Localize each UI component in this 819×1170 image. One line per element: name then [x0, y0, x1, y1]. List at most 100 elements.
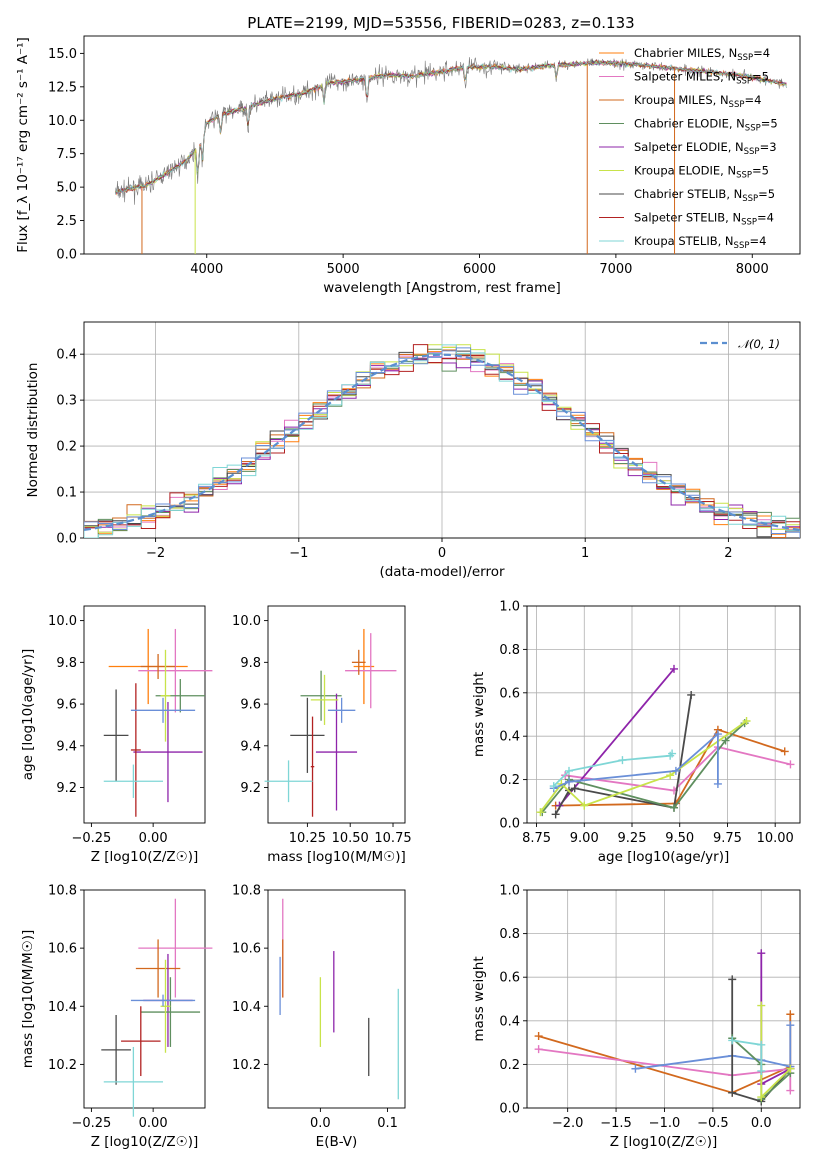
legend-label: Kroupa ELODIE, NSSP=5	[634, 164, 769, 181]
ytick-label: 9.2	[56, 781, 77, 796]
x-axis-label: E(B-V)	[316, 1134, 358, 1150]
xtick-label: 9.75	[713, 831, 742, 846]
weight-marker	[618, 756, 627, 765]
weight-series-8	[728, 1036, 766, 1075]
errorbar-point-7	[290, 697, 325, 773]
axes-frame	[526, 889, 801, 1109]
y-axis-label: mass weight	[471, 672, 487, 757]
weight-series-7	[549, 730, 722, 793]
weight-marker	[534, 1045, 543, 1054]
xtick-label: 0.00	[139, 1116, 168, 1131]
legend-label: Salpeter MILES, NSSP=5	[634, 70, 769, 87]
ytick-label: 7.5	[56, 147, 77, 162]
histogram-step-10	[84, 347, 800, 538]
weight-marker	[713, 779, 722, 788]
weight-marker	[786, 1086, 795, 1095]
errorbar-point-4	[140, 977, 201, 1047]
xtick-label: 10.75	[374, 831, 411, 846]
legend-label: Chabrier ELODIE, NSSP=5	[634, 117, 778, 134]
legend-label: Chabrier STELIB, NSSP=5	[634, 187, 775, 204]
weight-marker	[728, 1088, 737, 1097]
xtick-label: −2	[146, 546, 165, 561]
weight-marker	[786, 760, 795, 769]
legend-label: Kroupa MILES, NSSP=4	[634, 93, 761, 110]
xtick-label: 2	[724, 546, 732, 561]
ytick-label: 0.0	[499, 1102, 520, 1117]
ytick-label: 10.8	[48, 884, 77, 899]
errorbar-point-10	[130, 697, 196, 723]
errorbar-point-6	[130, 994, 196, 1007]
legend-label: Kroupa STELIB, NSSP=4	[634, 234, 766, 251]
weight-marker	[551, 810, 560, 819]
weight-marker	[742, 717, 751, 726]
weight-line	[553, 732, 719, 790]
errorbar-point-8	[310, 716, 315, 817]
ytick-label: 15.0	[48, 47, 77, 62]
weight-marker	[565, 766, 573, 775]
y-axis-label: age [log10(age/yr)]	[20, 649, 36, 781]
x-axis-label: Z [log10(Z/Z☉)]	[91, 1134, 199, 1150]
spectrum-lines	[115, 57, 787, 254]
panel-spectrum: 0.0 2.5 5.0 7.5 10.0 12.5 15.0 4000 5000 6000 7000…	[15, 35, 801, 296]
panel-massweight-vs-metallicity: 0.0 0.2 0.4 0.6 0.8 1.0 −2.0 −1.5 −1.0 −0.5 0.0 Z […	[471, 884, 801, 1150]
ytick-label: 0.2	[56, 440, 77, 455]
ytick-label: 10.4	[48, 1000, 77, 1015]
ytick-label: 5.0	[56, 181, 77, 196]
x-axis-label: (data-model)/error	[379, 564, 505, 580]
weight-marker	[668, 749, 677, 758]
errorbar-point-9	[103, 1046, 164, 1117]
xtick-label: 7000	[599, 262, 632, 277]
axes-frame	[267, 889, 406, 1109]
x-axis-label: Z [log10(Z/Z☉)]	[610, 1134, 718, 1150]
weight-marker	[786, 1064, 795, 1073]
errorbar-point-3	[351, 649, 366, 675]
ytick-label: 0.1	[56, 486, 77, 501]
errorbar-point-6	[160, 649, 171, 742]
weight-marker	[757, 949, 766, 958]
ytick-label: 0.3	[56, 394, 77, 409]
weight-marker	[565, 777, 573, 786]
errorbar-point-2	[138, 628, 213, 713]
errorbar-point-5	[133, 701, 203, 803]
figure-title: PLATE=2199, MJD=53556, FIBERID=0283, z=0…	[247, 14, 634, 32]
xtick-label: 0	[438, 546, 446, 561]
errorbar-point-9	[264, 760, 313, 803]
xtick-label: 6000	[463, 262, 496, 277]
weight-marker	[687, 690, 696, 699]
ytick-label: 10.6	[232, 942, 261, 957]
xtick-label: 10.00	[757, 831, 794, 846]
x-axis-label: wavelength [Angstrom, rest frame]	[323, 280, 561, 296]
ytick-label: 0.2	[499, 773, 520, 788]
ytick-label: 10.8	[232, 884, 261, 899]
errorbar-point-2	[135, 939, 181, 998]
ytick-label: 9.2	[240, 781, 261, 796]
ytick-label: 9.8	[240, 656, 261, 671]
ytick-label: 2.5	[56, 214, 77, 229]
ytick-label: 10.0	[232, 614, 261, 629]
errorbar-point-4	[300, 670, 342, 721]
xtick-label: 9.50	[665, 831, 694, 846]
x-axis-label: Z [log10(Z/Z☉)]	[91, 849, 199, 865]
errorbar-point-9	[103, 764, 164, 798]
legend-label: Chabrier MILES, NSSP=4	[634, 46, 770, 63]
weight-line	[558, 668, 675, 807]
errorbar-point-8	[130, 683, 141, 817]
panel-mass-vs-ebv: 10.2 10.4 10.6 10.8 0.0 0.1 E(B-V)	[232, 884, 406, 1150]
y-axis-label: Normed distribution	[25, 363, 41, 498]
xtick-label: −1.5	[600, 1116, 632, 1131]
weight-marker	[757, 1040, 766, 1049]
panel-age-vs-metallicity: 9.2 9.4 9.6 9.8 10.0 −0.25 0.00 Z [log10(Z/Z☉)]…	[20, 605, 213, 865]
ytick-label: 0.8	[499, 927, 520, 942]
weight-marker	[666, 771, 675, 780]
errorbar-point-5	[160, 959, 171, 1053]
xtick-label: 4000	[190, 262, 223, 277]
ytick-label: 9.6	[56, 698, 77, 713]
errorbar-point-3	[140, 653, 176, 680]
axes-frame	[83, 321, 801, 539]
xtick-label: 1	[581, 546, 589, 561]
axes-frame	[526, 605, 801, 824]
ytick-label: 0.0	[56, 248, 77, 263]
weight-marker	[757, 1001, 766, 1010]
ytick-label: 10.2	[232, 1058, 261, 1073]
ytick-label: 9.4	[56, 739, 77, 754]
